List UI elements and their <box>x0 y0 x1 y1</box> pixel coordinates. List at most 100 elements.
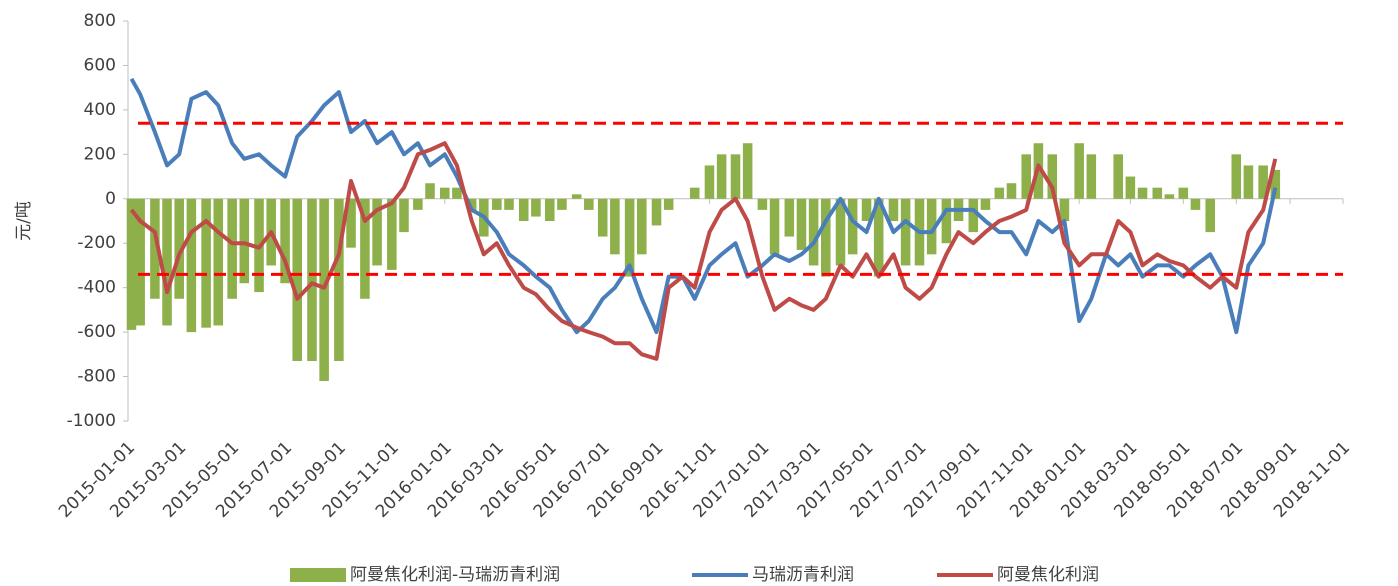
bar <box>1270 169 1281 199</box>
bar <box>1086 154 1097 199</box>
bar <box>504 198 514 210</box>
bar <box>518 198 529 221</box>
y-tick-label: 800 <box>84 11 116 31</box>
bar <box>1178 187 1189 199</box>
bar <box>1164 194 1175 199</box>
bar <box>239 198 250 284</box>
bar <box>757 198 768 210</box>
bar <box>742 143 753 199</box>
bar <box>651 198 662 226</box>
line <box>129 77 1278 335</box>
legend-label: 阿曼焦化利润 <box>997 565 1099 585</box>
bar <box>624 198 635 277</box>
bar <box>663 198 674 210</box>
y-tick-label: -800 <box>77 367 116 387</box>
bar <box>186 198 197 333</box>
bar <box>1059 198 1070 221</box>
y-axis-label: 元/吨 <box>14 201 34 241</box>
bar <box>126 198 137 330</box>
bar <box>1258 165 1268 199</box>
bar <box>636 198 647 255</box>
bar <box>796 198 807 250</box>
legend-item: 马瑞沥青利润 <box>692 565 854 585</box>
bar <box>213 198 224 326</box>
bar <box>584 198 594 210</box>
bar <box>716 154 727 199</box>
legend-swatch <box>290 568 346 582</box>
bar <box>784 198 795 237</box>
bar <box>1152 187 1163 199</box>
bar <box>150 198 160 299</box>
bar <box>941 198 952 244</box>
bar <box>1047 154 1058 199</box>
bar <box>820 198 831 277</box>
y-tick-label: 0 <box>105 189 116 209</box>
bar <box>968 198 979 233</box>
bar <box>162 198 172 326</box>
bar <box>808 198 819 266</box>
bar <box>372 198 382 266</box>
bar <box>769 198 780 255</box>
bar <box>1125 176 1136 199</box>
y-tick-label: -1000 <box>67 411 116 431</box>
bar <box>227 198 237 299</box>
y-tick-label: 600 <box>84 55 116 75</box>
bar <box>1021 154 1032 199</box>
bar <box>531 198 541 217</box>
bar <box>492 198 502 210</box>
bar <box>1243 165 1254 199</box>
bar <box>557 198 567 210</box>
bar <box>835 198 846 266</box>
bar <box>900 198 911 266</box>
bar <box>689 187 700 199</box>
line <box>129 141 1278 361</box>
bar <box>926 198 937 255</box>
bar <box>319 198 329 381</box>
legend-label: 马瑞沥青利润 <box>752 565 854 585</box>
bar <box>847 198 858 255</box>
bar <box>1006 183 1017 199</box>
bar <box>888 198 899 221</box>
bar <box>610 198 620 255</box>
bar <box>545 198 555 221</box>
bar <box>1231 154 1242 199</box>
legend-item: 阿曼焦化利润 <box>937 565 1099 585</box>
y-tick-label: -600 <box>77 322 116 342</box>
bar <box>571 194 582 199</box>
y-tick-label: 200 <box>84 144 116 164</box>
bar <box>413 198 423 210</box>
bar <box>1190 198 1201 210</box>
bar <box>994 187 1005 199</box>
bar <box>704 165 715 199</box>
bar <box>307 198 317 361</box>
bar <box>597 198 608 237</box>
bar <box>387 198 397 270</box>
bar <box>1113 154 1123 199</box>
bar <box>1074 143 1084 199</box>
bar <box>1137 187 1148 199</box>
legend-item: 阿曼焦化利润-马瑞沥青利润 <box>290 565 560 585</box>
bar <box>980 198 991 210</box>
bar <box>730 154 741 199</box>
bar <box>346 198 356 248</box>
bar <box>873 198 884 277</box>
y-tick-label: 400 <box>84 100 116 120</box>
bar <box>280 198 290 284</box>
bar <box>135 198 145 326</box>
bar <box>360 198 370 299</box>
bar <box>861 198 872 221</box>
bar <box>1205 198 1215 233</box>
bar <box>399 198 409 233</box>
bar <box>292 198 303 361</box>
bar <box>334 198 344 361</box>
bar <box>452 187 462 199</box>
bar <box>201 198 211 328</box>
bar <box>425 183 435 199</box>
y-tick-label: -400 <box>77 278 116 298</box>
bar <box>439 187 450 199</box>
legend-label: 阿曼焦化利润-马瑞沥青利润 <box>350 565 560 585</box>
bar <box>466 198 477 210</box>
bar <box>174 198 184 299</box>
y-tick-label: -200 <box>77 233 116 253</box>
